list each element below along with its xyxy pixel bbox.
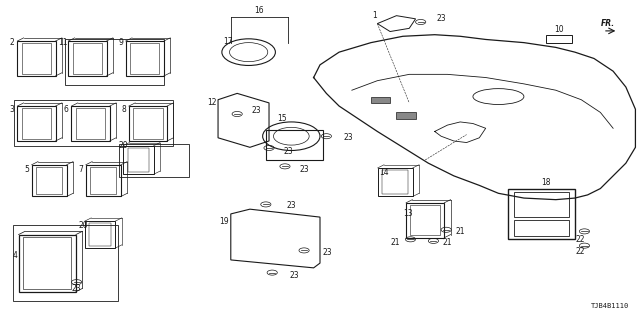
Bar	[129, 106, 167, 141]
Bar	[90, 223, 111, 246]
Bar	[133, 108, 163, 139]
Bar	[119, 144, 189, 178]
Bar	[73, 43, 102, 74]
Text: 19: 19	[220, 217, 229, 226]
Text: 3: 3	[10, 105, 15, 114]
Bar	[266, 130, 323, 160]
Bar	[125, 41, 164, 76]
Bar	[72, 106, 109, 141]
Text: TJB4B1110: TJB4B1110	[591, 303, 629, 309]
Text: 23: 23	[436, 14, 446, 23]
Text: 13: 13	[403, 209, 413, 219]
Bar	[515, 192, 568, 217]
Text: 9: 9	[118, 38, 123, 47]
Text: 5: 5	[24, 165, 29, 174]
Text: 20: 20	[78, 220, 88, 229]
Text: 23: 23	[290, 271, 300, 280]
Text: 23: 23	[72, 284, 81, 293]
Text: 23: 23	[323, 248, 332, 257]
Bar	[382, 170, 408, 194]
Text: 21: 21	[390, 238, 400, 247]
Bar	[76, 108, 105, 139]
Text: 23: 23	[344, 133, 353, 142]
Bar	[123, 146, 154, 174]
Text: 6: 6	[64, 105, 69, 114]
Text: 14: 14	[379, 168, 388, 177]
Text: 17: 17	[223, 36, 232, 45]
Text: 7: 7	[79, 165, 83, 174]
Text: 8: 8	[122, 105, 126, 114]
Bar	[127, 148, 149, 172]
Text: 20: 20	[119, 141, 129, 150]
Text: 15: 15	[277, 114, 287, 123]
Text: 23: 23	[287, 202, 296, 211]
Bar	[22, 43, 51, 74]
Bar	[17, 106, 56, 141]
Text: 12: 12	[207, 99, 216, 108]
Text: 21: 21	[443, 238, 452, 247]
Text: 23: 23	[252, 106, 261, 115]
Bar	[508, 188, 575, 239]
Text: 23: 23	[284, 147, 293, 156]
Bar	[23, 237, 72, 289]
Text: 21: 21	[456, 227, 465, 236]
Text: 4: 4	[13, 251, 18, 260]
Text: 2: 2	[10, 38, 15, 47]
Bar	[85, 221, 115, 248]
Bar	[396, 112, 415, 119]
Bar	[130, 43, 159, 74]
Bar	[546, 35, 572, 43]
Bar	[68, 41, 106, 76]
Text: 22: 22	[575, 247, 585, 257]
Bar	[410, 205, 440, 236]
Text: 22: 22	[575, 235, 585, 244]
Text: 1: 1	[372, 11, 376, 20]
Bar	[22, 108, 51, 139]
Text: 23: 23	[300, 165, 309, 174]
Text: 16: 16	[255, 6, 264, 15]
Bar	[31, 165, 67, 196]
Bar	[86, 165, 121, 196]
Bar	[406, 203, 444, 238]
Bar	[65, 39, 164, 85]
Text: FR.: FR.	[600, 19, 614, 28]
Bar	[90, 167, 116, 194]
Text: 10: 10	[554, 25, 564, 35]
Text: 18: 18	[541, 178, 551, 187]
Text: 11: 11	[58, 38, 68, 47]
Bar	[378, 168, 413, 196]
Bar	[19, 235, 76, 292]
Bar	[17, 41, 56, 76]
Bar	[371, 97, 390, 103]
Bar	[14, 100, 173, 146]
Bar	[36, 167, 62, 194]
Bar	[13, 225, 118, 301]
Bar	[515, 220, 568, 236]
